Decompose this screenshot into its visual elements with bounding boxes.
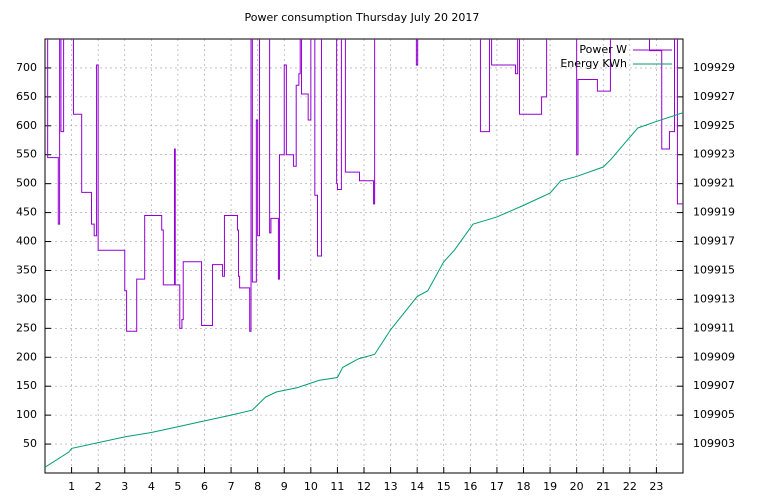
- y-tick-label: 150: [16, 379, 37, 392]
- x-tick-label: 22: [623, 480, 637, 493]
- y2-tick-label: 109911: [693, 321, 735, 334]
- y2-tick-label: 109917: [693, 235, 735, 248]
- x-tick-label: 7: [228, 480, 235, 493]
- y-tick-label: 650: [16, 90, 37, 103]
- x-tick-label: 18: [517, 480, 531, 493]
- series-line: [47, 39, 683, 332]
- legend-label: Energy KWh: [560, 57, 627, 70]
- x-tick-label: 6: [201, 480, 208, 493]
- x-tick-label: 1: [68, 480, 75, 493]
- x-tick-label: 14: [410, 480, 424, 493]
- y-tick-label: 200: [16, 350, 37, 363]
- y2-tick-label: 109913: [693, 292, 735, 305]
- y2-tick-label: 109925: [693, 119, 735, 132]
- y-tick-label: 100: [16, 408, 37, 421]
- x-tick-label: 9: [281, 480, 288, 493]
- legend-label: Power W: [579, 43, 627, 56]
- x-tick-label: 17: [490, 480, 504, 493]
- y-tick-label: 300: [16, 292, 37, 305]
- y2-tick-label: 109927: [693, 90, 735, 103]
- x-tick-label: 10: [304, 480, 318, 493]
- y-tick-label: 400: [16, 235, 37, 248]
- y-tick-label: 250: [16, 321, 37, 334]
- y-tick-label: 350: [16, 263, 37, 276]
- x-tick-label: 23: [649, 480, 663, 493]
- y2-tick-label: 109929: [693, 61, 735, 74]
- chart-title: Power consumption Thursday July 20 2017: [245, 11, 480, 24]
- x-tick-label: 19: [543, 480, 557, 493]
- x-tick-label: 13: [384, 480, 398, 493]
- plot-frame: [44, 38, 684, 474]
- y-tick-label: 600: [16, 119, 37, 132]
- y-tick-label: 550: [16, 148, 37, 161]
- x-tick-label: 20: [570, 480, 584, 493]
- x-tick-label: 5: [174, 480, 181, 493]
- y-tick-label: 450: [16, 206, 37, 219]
- y2-tick-label: 109919: [693, 206, 735, 219]
- y2-tick-label: 109921: [693, 177, 735, 190]
- x-tick-label: 2: [95, 480, 102, 493]
- y-tick-label: 50: [23, 437, 37, 450]
- y2-tick-label: 109905: [693, 408, 735, 421]
- x-tick-label: 8: [254, 480, 261, 493]
- y2-tick-label: 109903: [693, 437, 735, 450]
- x-tick-label: 11: [330, 480, 344, 493]
- x-tick-label: 3: [121, 480, 128, 493]
- y2-tick-label: 109907: [693, 379, 735, 392]
- y-tick-label: 500: [16, 177, 37, 190]
- series-line: [45, 112, 683, 468]
- x-tick-label: 15: [437, 480, 451, 493]
- x-tick-label: 4: [148, 480, 155, 493]
- y2-tick-label: 109923: [693, 148, 735, 161]
- x-tick-label: 16: [463, 480, 477, 493]
- y-tick-label: 700: [16, 61, 37, 74]
- y2-tick-label: 109909: [693, 350, 735, 363]
- x-tick-label: 21: [596, 480, 610, 493]
- x-tick-label: 12: [357, 480, 371, 493]
- y2-tick-label: 109915: [693, 263, 735, 276]
- plot-area: [45, 39, 683, 468]
